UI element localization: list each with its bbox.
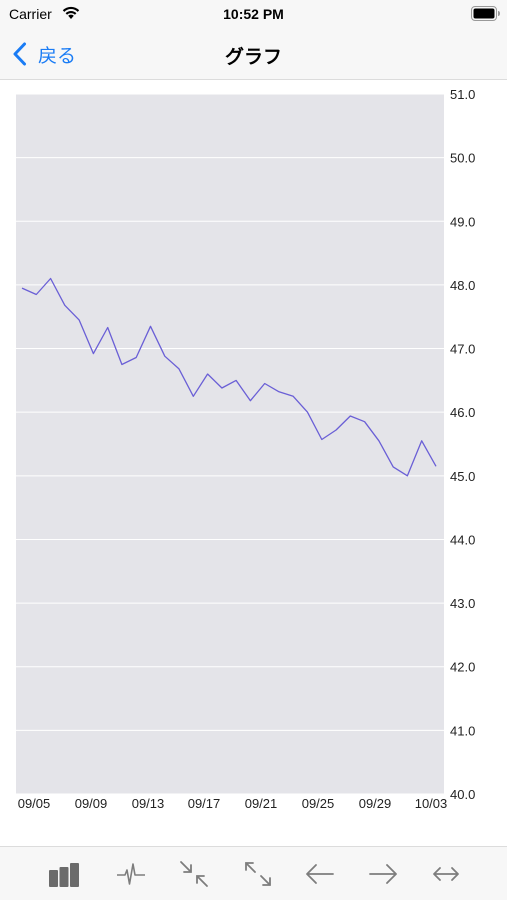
- shrink-button[interactable]: [174, 856, 214, 892]
- y-tick-label: 46.0: [450, 405, 475, 420]
- x-tick-label: 09/17: [188, 796, 221, 811]
- arrow-left-icon: [306, 864, 334, 884]
- shrink-icon: [180, 861, 208, 887]
- x-tick-label: 09/21: [245, 796, 278, 811]
- battery-icon: [471, 6, 500, 21]
- arrow-right-icon: [369, 864, 397, 884]
- y-tick-label: 48.0: [450, 278, 475, 293]
- y-tick-label: 41.0: [450, 723, 475, 738]
- scroll-left-button[interactable]: [300, 856, 340, 892]
- page-title: グラフ: [224, 47, 282, 68]
- y-tick-label: 49.0: [450, 214, 475, 229]
- y-tick-label: 47.0: [450, 342, 475, 357]
- navigation-bar: 戻る グラフ: [0, 30, 507, 80]
- y-tick-label: 42.0: [450, 660, 475, 675]
- pulse-icon: [117, 863, 145, 885]
- y-tick-label: 51.0: [450, 87, 475, 102]
- wifi-icon: [62, 6, 80, 19]
- status-time: 10:52 PM: [223, 6, 284, 22]
- back-button-label: 戻る: [38, 45, 77, 67]
- bar-chart-button[interactable]: [44, 856, 84, 892]
- x-tick-label: 09/09: [75, 796, 108, 811]
- expand-button[interactable]: [238, 856, 278, 892]
- series-line: [21, 277, 437, 477]
- x-tick-label: 09/13: [132, 796, 165, 811]
- y-tick-label: 43.0: [450, 596, 475, 611]
- status-bar: Carrier 10:52 PM: [0, 0, 507, 30]
- chevron-left-icon: [13, 42, 26, 66]
- y-tick-label: 40.0: [450, 787, 475, 802]
- plot-background: [16, 94, 444, 794]
- y-tick-label: 50.0: [450, 151, 475, 166]
- chart-area[interactable]: 40.0 41.0 42.0 43.0 44.0 45.0 46.0 47.0 48.0 49.0…: [0, 80, 507, 846]
- line-chart[interactable]: 40.0 41.0 42.0 43.0 44.0 45.0 46.0 47.0 48.0 49.0…: [0, 80, 507, 846]
- bar-chart-icon: [49, 863, 79, 887]
- y-tick-label: 44.0: [450, 532, 475, 547]
- bottom-toolbar: [0, 846, 507, 900]
- x-tick-label: 09/29: [359, 796, 392, 811]
- y-tick-label: 45.0: [450, 469, 475, 484]
- scroll-right-button[interactable]: [363, 856, 403, 892]
- scroll-both-button[interactable]: [426, 856, 466, 892]
- x-tick-label: 10/03: [415, 796, 448, 811]
- arrow-left-right-icon: [433, 867, 459, 881]
- back-button[interactable]: 戻る: [12, 39, 76, 69]
- carrier-label: Carrier: [9, 6, 52, 22]
- expand-icon: [245, 862, 271, 886]
- pulse-button[interactable]: [111, 856, 151, 892]
- x-tick-label: 09/05: [18, 796, 51, 811]
- x-tick-label: 09/25: [302, 796, 335, 811]
